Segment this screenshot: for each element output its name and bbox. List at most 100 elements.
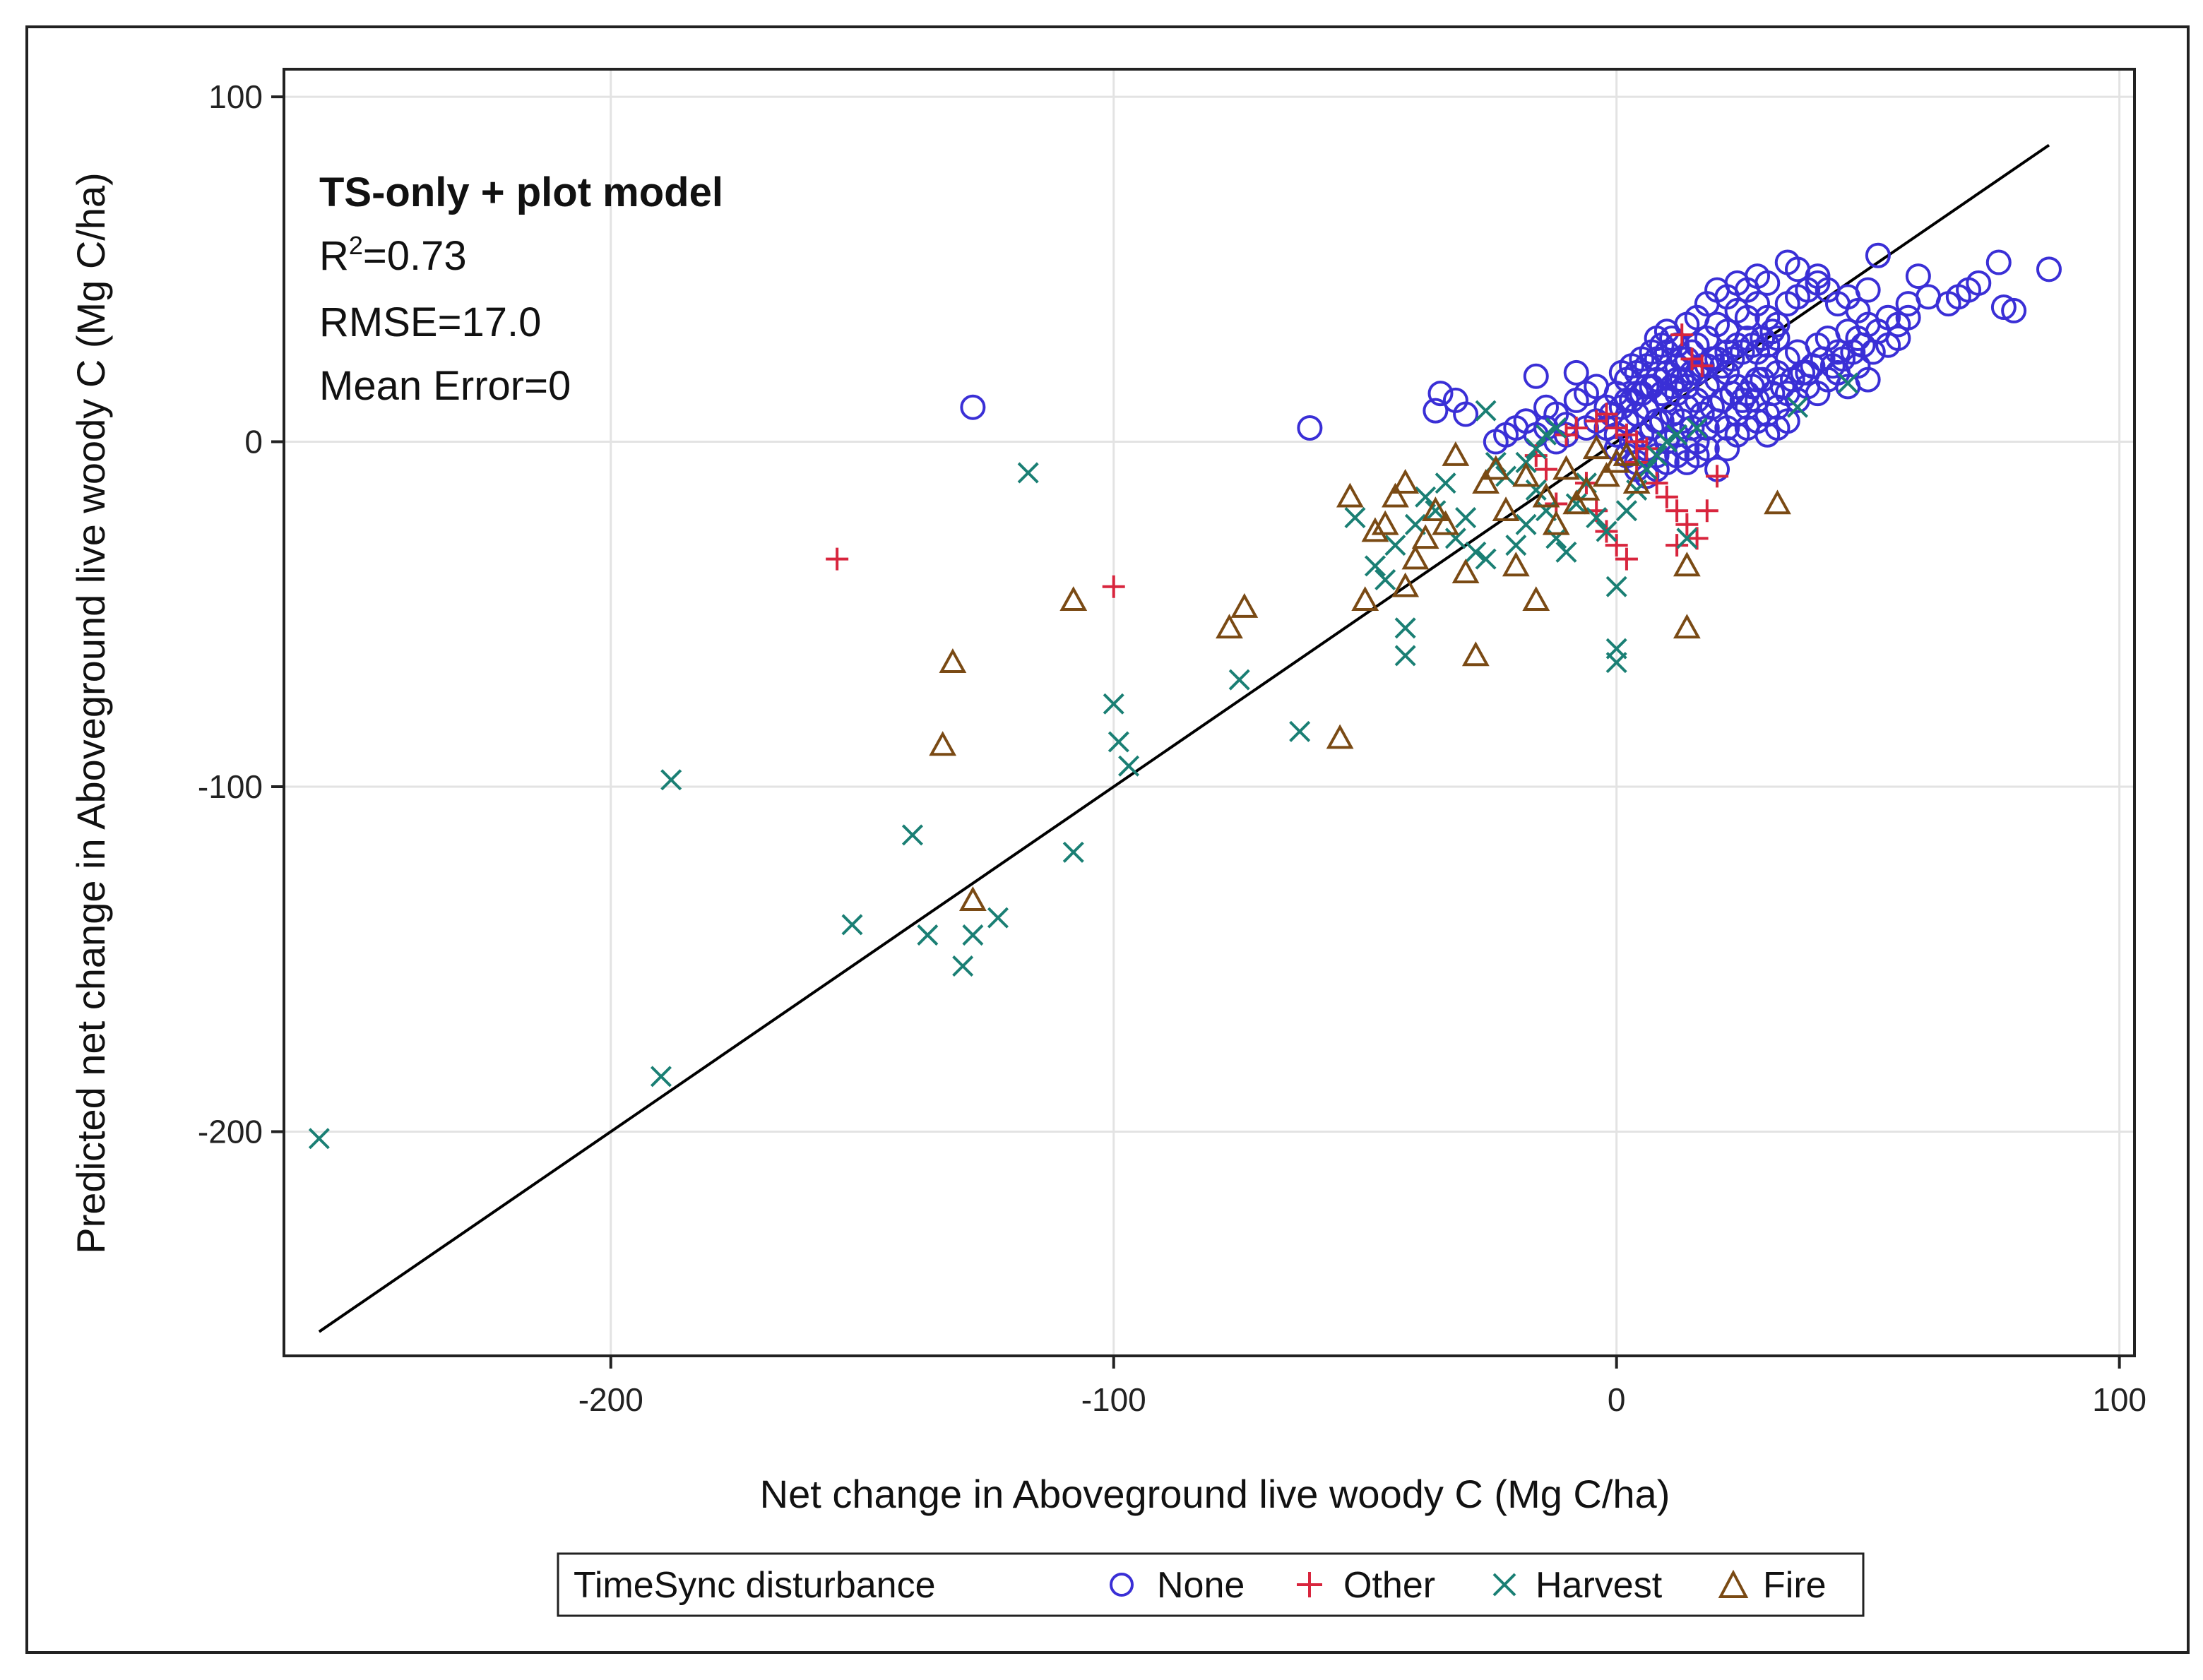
legend-label-none: None (1157, 1565, 1245, 1606)
point-none-7 (1563, 359, 1589, 386)
point-harvest-25 (1435, 472, 1456, 494)
point-harvest-5 (917, 924, 939, 946)
point-other-22 (1670, 323, 1694, 347)
point-harvest-26 (1444, 528, 1466, 549)
point-fire-7 (1336, 482, 1364, 508)
legend-label-fire: Fire (1763, 1565, 1827, 1606)
point-fire-3 (1059, 586, 1088, 612)
point-none-88 (1895, 304, 1921, 330)
point-fire-18 (1442, 441, 1470, 466)
legend-entry-fire: Fire (1718, 1565, 1827, 1606)
point-harvest-59 (1545, 417, 1567, 439)
axis-ticks: -200 -100 0 100 -200 -100 0 100 (198, 78, 2146, 1418)
point-fire-22 (1482, 455, 1510, 480)
point-other-26 (1564, 417, 1588, 440)
point-harvest-4 (901, 824, 923, 846)
legend-marker-other (1297, 1572, 1322, 1597)
point-none-5 (1453, 401, 1479, 427)
point-other-24 (1690, 355, 1714, 378)
point-harvest-30 (1475, 400, 1497, 422)
legend-label-other: Other (1343, 1565, 1435, 1606)
point-none-56 (2036, 256, 2062, 282)
point-other-3 (1595, 403, 1618, 426)
point-harvest-55 (1837, 372, 1859, 394)
point-other-11 (1605, 534, 1628, 557)
point-harvest-19 (1384, 535, 1406, 556)
point-fire-35 (1613, 441, 1641, 466)
point-none-121 (1483, 429, 1509, 455)
point-harvest-38 (1555, 541, 1577, 563)
point-harvest-58 (1535, 424, 1557, 446)
point-fire-20 (1461, 641, 1490, 667)
point-none-52 (1966, 270, 1992, 296)
point-fire-4 (1216, 614, 1243, 639)
point-fire-15 (1411, 524, 1439, 549)
point-harvest-37 (1545, 528, 1567, 549)
point-other-19 (1695, 499, 1718, 523)
point-fire-17 (1432, 510, 1460, 535)
point-none-152 (1805, 263, 1831, 290)
point-none-33 (1764, 311, 1791, 338)
stats-annotation: TS-only + plot model R2=0.73 RMSE=17.0 M… (319, 169, 723, 409)
point-harvest-14 (1228, 669, 1250, 691)
annotation-r2: R2=0.73 (319, 231, 467, 279)
point-other-21 (1665, 534, 1689, 557)
point-fire-27 (1532, 482, 1560, 508)
r2-prefix: R (319, 233, 349, 279)
point-other-7 (1635, 437, 1658, 460)
point-none-54 (1990, 294, 2017, 321)
annotation-rmse: RMSE=17.0 (319, 299, 541, 345)
point-fire-12 (1391, 469, 1420, 494)
legend-marker-harvest (1492, 1573, 1516, 1597)
point-harvest-21 (1394, 645, 1416, 667)
point-harvest-17 (1364, 555, 1386, 577)
point-fire-36 (1622, 469, 1651, 494)
legend-entry-none: None (1110, 1565, 1245, 1606)
point-harvest-16 (1344, 506, 1366, 529)
point-none-120 (1503, 415, 1529, 441)
annotation-title: TS-only + plot model (319, 169, 723, 215)
point-none-86 (1875, 332, 1901, 358)
point-fire-13 (1391, 572, 1420, 597)
series-harvest (308, 372, 1859, 1150)
point-none-4 (1423, 398, 1449, 424)
point-fire-34 (1603, 448, 1631, 473)
point-fire-19 (1451, 559, 1480, 583)
point-none-53 (1985, 249, 2012, 275)
point-fire-38 (1673, 552, 1701, 577)
point-harvest-50 (1656, 431, 1678, 453)
y-tick-label-2: 0 (244, 424, 263, 460)
legend-marker-fire (1718, 1569, 1749, 1598)
x-axis-title: Net change in Aboveground live woody C (… (760, 1472, 1670, 1516)
point-none-177 (1860, 339, 1886, 365)
point-other-15 (1655, 485, 1678, 508)
data-points (308, 242, 2062, 1150)
point-fire-37 (1673, 614, 1701, 639)
point-harvest-0 (308, 1128, 330, 1150)
point-fire-11 (1382, 482, 1409, 508)
point-fire-31 (1572, 475, 1601, 501)
point-none-0 (960, 394, 986, 420)
point-fire-6 (1326, 724, 1354, 749)
point-other-28 (1535, 458, 1558, 481)
point-harvest-7 (962, 924, 984, 946)
plot-area-border (283, 68, 2136, 1357)
point-harvest-34 (1515, 513, 1537, 535)
point-fire-16 (1421, 496, 1449, 522)
point-harvest-41 (1586, 506, 1608, 529)
point-none-149 (1754, 270, 1781, 296)
point-none-210 (1694, 436, 1720, 462)
point-fire-10 (1371, 510, 1399, 535)
point-other-14 (1645, 472, 1668, 495)
point-harvest-8 (987, 907, 1009, 929)
point-none-55 (2001, 297, 2027, 323)
point-other-0 (826, 547, 849, 571)
point-harvest-15 (1289, 720, 1311, 742)
y-tick-label-1: -100 (198, 768, 263, 805)
x-tick-label-2: 0 (1608, 1381, 1626, 1418)
legend: TimeSync disturbance None Other Harvest … (557, 1552, 1865, 1617)
annotation-mean-error: Mean Error=0 (319, 363, 571, 409)
y-axis-title: Predicted net change in Aboveground live… (69, 172, 113, 1254)
point-fire-29 (1552, 455, 1580, 480)
point-harvest-42 (1596, 520, 1617, 542)
